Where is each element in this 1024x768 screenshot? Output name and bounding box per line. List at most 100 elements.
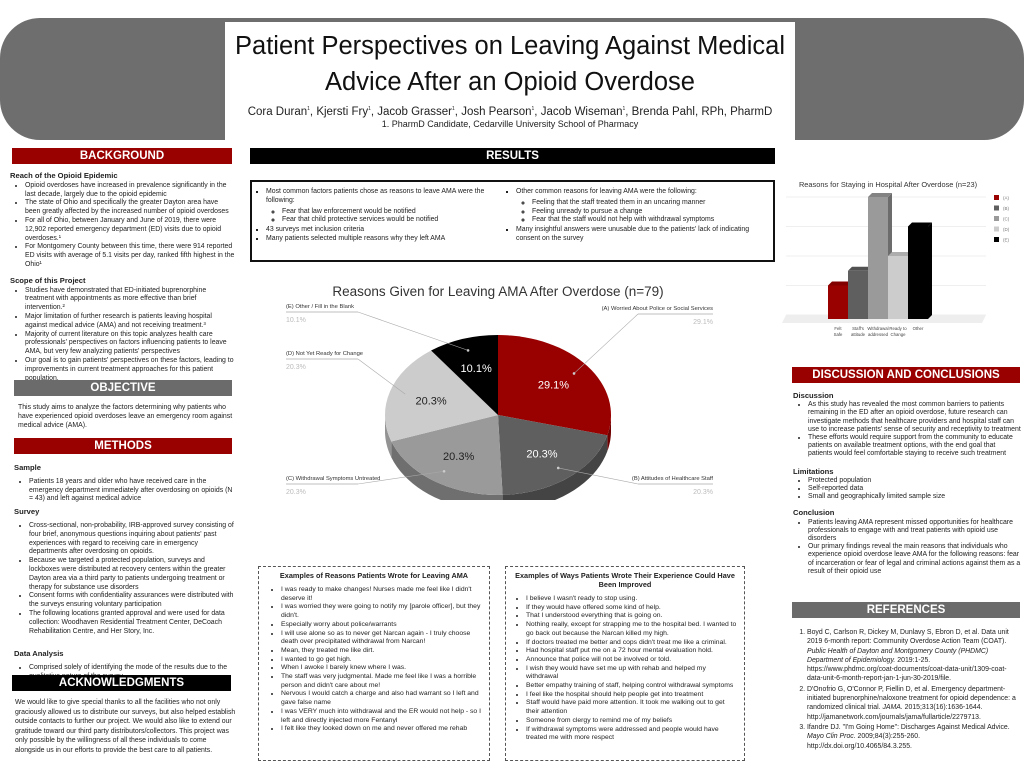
legend-label: (C) <box>1003 217 1010 222</box>
objective-heading: OBJECTIVE <box>14 380 232 396</box>
subheading: Limitations <box>793 466 834 476</box>
discussion-section: Discussion As this study has revealed th… <box>793 388 1021 578</box>
list-item: Our goal is to gain patients' perspectiv… <box>25 357 235 383</box>
x-tick-label: Withdrawal <box>867 326 888 331</box>
pie-slice-side <box>391 441 503 500</box>
list-item: 43 surveys met inclusion criteria <box>266 226 506 235</box>
list-item: For Montgomery County between this time,… <box>25 243 235 269</box>
poster-title: Patient Perspectives on Leaving Against … <box>225 28 795 100</box>
discussion-heading: DISCUSSION AND CONCLUSIONS <box>792 367 1020 383</box>
list-item: The state of Ohio and specifically the g… <box>25 199 235 217</box>
author-affiliation-mark: 1 <box>368 106 371 113</box>
pie-legend-value: 20.3% <box>693 489 713 496</box>
list-item: Majority of current literature on this t… <box>25 331 235 357</box>
list-item: I was worried they were going to notify … <box>281 603 483 620</box>
subheading: Scope of this Project <box>10 275 86 285</box>
pie-legend-value: 10.1% <box>286 317 306 324</box>
pie-slice-value: 20.3% <box>526 449 557 461</box>
bullet-list: Other common reasons for leaving AMA wer… <box>506 188 771 197</box>
bullet-list: Patients 18 years and older who have rec… <box>14 478 236 504</box>
list-item: The following locations granted approval… <box>29 610 236 636</box>
pie-legend-label: (D) Not Yet Ready for Change <box>286 351 363 357</box>
bar-top <box>828 281 852 286</box>
author: Jacob Grasser1 <box>377 106 455 118</box>
list-item: I was VERY much into withdrawal and the … <box>281 708 483 725</box>
pie-slice-side <box>502 435 608 500</box>
list-item: Consent forms with confidentiality assur… <box>29 592 236 610</box>
bullet-list: Studies have demonstrated that ED-initia… <box>10 287 235 384</box>
bar-side <box>928 222 932 319</box>
authors: Cora Duran1, Kjersti Fry1, Jacob Grasser… <box>247 106 773 118</box>
bar <box>828 285 848 319</box>
sub-list: Feeling that the staff treated them in a… <box>506 199 771 225</box>
list-item: Most common factors patients chose as re… <box>266 188 506 206</box>
bar <box>868 197 888 319</box>
x-tick-label: Safe <box>834 332 843 337</box>
reference-item: Ifandre DJ. "I'm Going Home": Discharges… <box>807 723 1017 751</box>
pie-slice-value: 10.1% <box>461 363 492 375</box>
list-item: If doctors treated me better and cops di… <box>526 639 738 648</box>
list-item: Feeling unready to pursue a change <box>532 208 771 217</box>
pie-legend-value: 20.3% <box>286 489 306 496</box>
callout-dot <box>572 372 576 375</box>
list-item: Many patients selected multiple reasons … <box>266 235 506 244</box>
bar-top <box>888 252 912 256</box>
list-item: I wanted to go get high. <box>281 656 483 665</box>
pie-slice <box>498 335 611 436</box>
references-list: Boyd C, Carlson R, Dickey M, Dunlavy S, … <box>795 628 1017 752</box>
bullet-list: As this study has revealed the most comm… <box>793 401 1021 458</box>
list-item: Staff would have paid more attention. It… <box>526 699 738 716</box>
pie-legend-label: (A) Worried About Police or Social Servi… <box>602 306 713 312</box>
results-left: Most common factors patients chose as re… <box>256 187 506 246</box>
pie-slice-value: 20.3% <box>443 451 474 463</box>
reasons-box: Examples of Reasons Patients Wrote for L… <box>258 566 490 761</box>
list-item: These efforts would require support from… <box>808 434 1021 459</box>
list-item: If they would have offered some kind of … <box>526 604 738 613</box>
list-item: Self-reported data <box>808 485 1021 493</box>
box-title: Examples of Reasons Patients Wrote for L… <box>279 571 469 580</box>
bullet-list: Cross-sectional, non-probability, IRB-ap… <box>14 522 236 636</box>
pie-slice-side <box>607 415 611 452</box>
author-affiliation-mark: 1 <box>622 106 626 113</box>
legend-swatch <box>994 216 999 221</box>
list-item: That I understood everything that is goi… <box>526 612 738 621</box>
pie-slice-value: 20.3% <box>415 395 446 407</box>
bullet-list: Most common factors patients chose as re… <box>256 188 506 206</box>
list-item: Because we targeted a protected populati… <box>29 557 236 592</box>
pie-legend-value: 29.1% <box>693 319 713 326</box>
author: Cora Duran1 <box>247 106 310 118</box>
list-item: Many insightful answers were unusable du… <box>516 226 771 244</box>
x-tick-label: attitude <box>851 332 866 337</box>
acknowledgments-heading: ACKNOWLEDGMENTS <box>12 675 231 691</box>
list-item: Protected population <box>808 477 1021 485</box>
list-item: The staff was very judgmental. Made me f… <box>281 673 483 690</box>
methods-section: Sample Patients 18 years and older who h… <box>14 460 236 684</box>
legend-swatch <box>994 205 999 211</box>
bar <box>848 270 868 319</box>
x-tick-label: Change <box>890 332 906 337</box>
list-item: Nothing really, except for strapping me … <box>526 621 738 638</box>
legend-label: (D) <box>1003 227 1010 232</box>
list-item: Our primary findings reveal the main rea… <box>808 543 1021 576</box>
title-line-2: Advice After an Opioid Overdose <box>325 68 695 96</box>
list-item: Especially worry about police/warrants <box>281 621 483 630</box>
legend-swatch <box>994 195 999 200</box>
list-item: Mean, they treated me like dirt. <box>281 647 483 656</box>
bar-top <box>908 222 932 227</box>
legend-label: (E) <box>1003 238 1010 243</box>
subheading: Survey <box>14 507 40 517</box>
author-affiliation-mark: 1 <box>452 106 455 113</box>
results-summary-box: Most common factors patients chose as re… <box>250 180 775 262</box>
callout-dot <box>404 393 408 397</box>
objective-text: This study aims to analyze the factors d… <box>18 404 233 429</box>
list-item: Patients leaving AMA represent missed op… <box>808 519 1021 544</box>
callout-leader <box>558 467 639 485</box>
bullet-list: Opioid overdoses have increased in preva… <box>10 182 235 270</box>
list-item: Major limitation of further research is … <box>25 313 235 331</box>
pie-slice-side <box>385 415 392 458</box>
author: Kjersti Fry1 <box>316 106 371 118</box>
quote-list: I believe I wasn't ready to stop using.I… <box>506 595 744 743</box>
title-line-1: Patient Perspectives on Leaving Against … <box>235 32 785 60</box>
legend-label: (A) <box>1003 196 1010 201</box>
callout-leader <box>573 313 639 374</box>
